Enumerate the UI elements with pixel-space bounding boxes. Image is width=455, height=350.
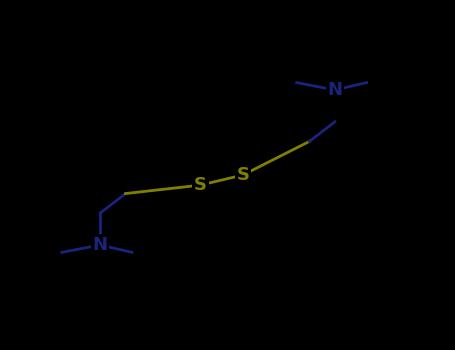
Text: N: N xyxy=(328,81,342,99)
Text: N: N xyxy=(93,236,107,254)
Text: S: S xyxy=(237,166,249,184)
Text: S: S xyxy=(194,176,207,194)
